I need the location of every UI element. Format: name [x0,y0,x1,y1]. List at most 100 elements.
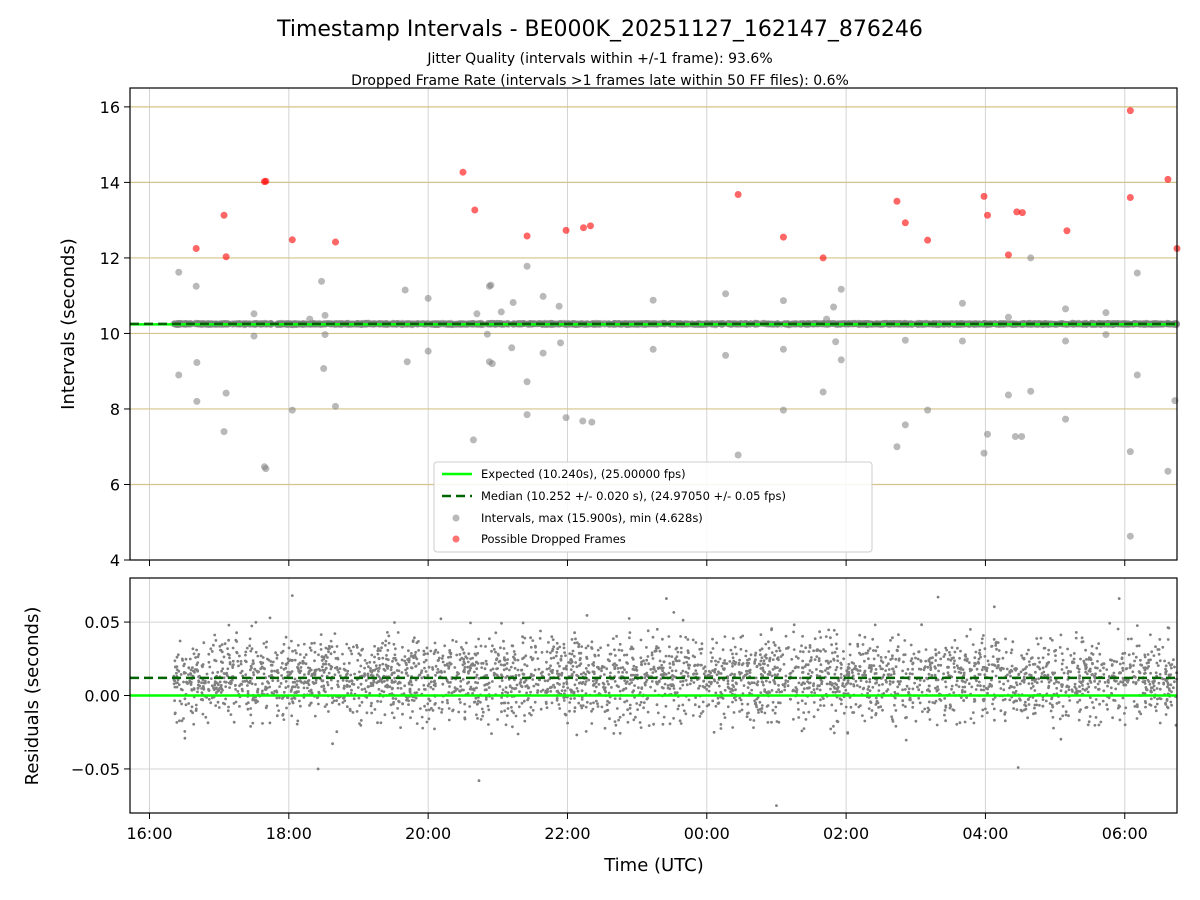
residual-point [401,645,404,649]
residual-point [1149,697,1153,701]
residual-point [1096,666,1099,670]
dropped-frame-points [192,107,1181,262]
residual-point [878,664,882,668]
residual-point [337,702,341,706]
residual-point [642,701,646,704]
residual-point [303,673,306,676]
residual-point [564,713,568,717]
residual-point [1112,659,1116,663]
residual-point [1070,688,1074,692]
residual-point [963,680,967,684]
residual-point [533,668,537,672]
residual-point [937,669,940,673]
residual-point [463,665,467,669]
residual-point [745,669,748,673]
residual-point [373,655,376,659]
dropped-frame-point [523,232,531,240]
residual-point [252,661,255,665]
residual-point [573,641,577,645]
residual-point [1143,682,1147,685]
interval-outlier-point [473,310,481,318]
residual-point [707,680,711,684]
residual-point [804,718,808,721]
residual-point [549,664,552,668]
residual-point [950,687,953,691]
residual-point [1015,683,1019,687]
intervals-plot-frame [129,87,1178,561]
residual-point [201,698,205,702]
residual-point [622,713,625,717]
residual-point [840,663,843,666]
residual-point [596,665,600,669]
residual-point [994,674,998,678]
residual-point [818,688,822,692]
residual-point [1121,666,1124,670]
residual-point [613,648,616,652]
residual-point [745,661,749,665]
residual-point [867,707,871,710]
residual-point [368,691,372,695]
interval-outlier-point [250,332,258,340]
residual-point [447,691,451,694]
residual-point [351,711,355,714]
residual-point [772,678,776,682]
residual-point [498,685,502,688]
residual-point [435,671,439,674]
residual-point [545,650,549,654]
residual-point [183,697,187,701]
residual-point [760,656,764,660]
residual-point [391,686,394,690]
residual-point [333,650,336,654]
residual-point [958,721,962,725]
interval-outlier-point [819,388,827,396]
residual-point [290,670,294,673]
residual-point [433,641,437,645]
residual-point [275,696,279,700]
residual-point [1148,682,1152,686]
residual-point [474,675,478,679]
residual-point [607,682,610,686]
residual-point [1078,676,1081,680]
residual-point [719,723,723,726]
residual-point [290,639,293,643]
residual-point [1033,706,1036,710]
residual-point [440,711,443,714]
residual-point [173,665,177,669]
residual-point [621,671,624,674]
residual-point [971,643,975,646]
residual-point [901,703,905,707]
residual-point [313,641,316,645]
residual-point [319,633,323,636]
residual-point [1034,699,1038,703]
residual-point [922,679,926,683]
residual-point [792,717,795,721]
residual-point [815,674,819,677]
residual-point [221,667,225,671]
residual-point [773,653,776,657]
residual-point [869,670,873,673]
residual-point [848,642,852,646]
residual-point [657,646,660,650]
residual-point [721,648,725,652]
residual-point [992,663,996,667]
residual-point [815,687,819,691]
residual-point [356,658,360,662]
residual-point [562,699,566,702]
residual-point [347,680,351,683]
residual-point [348,685,352,688]
residual-point [891,636,894,640]
residual-point [522,672,526,676]
residual-point [175,681,178,685]
residual-point [502,639,505,643]
residual-point [861,714,864,717]
residual-point [804,646,808,650]
residual-point [511,661,515,665]
residual-point [343,699,347,703]
residual-point [934,686,937,690]
residual-point [1054,654,1057,657]
residual-point [1085,658,1088,661]
residual-point [312,671,316,675]
residual-point [278,696,281,700]
residual-point [359,724,363,727]
residual-point [879,656,883,659]
